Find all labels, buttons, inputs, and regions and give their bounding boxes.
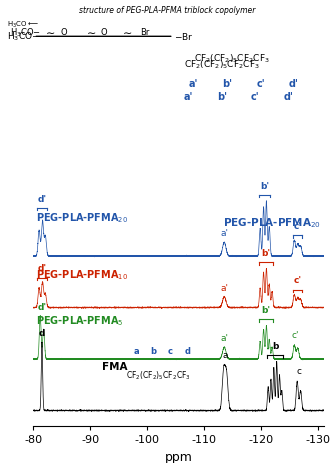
Text: CF$_2$(CF$_2$)$_5$CF$_2$CF$_3$: CF$_2$(CF$_2$)$_5$CF$_2$CF$_3$ bbox=[184, 59, 260, 71]
Text: d': d' bbox=[37, 195, 46, 204]
Text: a': a' bbox=[184, 92, 193, 102]
Text: $\mathsf{\sim}$: $\mathsf{\sim}$ bbox=[84, 27, 96, 38]
Text: a': a' bbox=[220, 334, 228, 343]
Text: H$_3$CO$\longleftarrow$: H$_3$CO$\longleftarrow$ bbox=[7, 19, 39, 30]
Text: a: a bbox=[223, 351, 228, 360]
Text: c': c' bbox=[294, 276, 302, 285]
Text: d': d' bbox=[37, 264, 46, 274]
Text: $\mathsf{\sim}$: $\mathsf{\sim}$ bbox=[120, 27, 133, 38]
Text: a': a' bbox=[189, 79, 198, 89]
Text: a': a' bbox=[220, 229, 228, 238]
Text: c': c' bbox=[256, 79, 265, 89]
Text: d: d bbox=[184, 347, 190, 357]
Text: c': c' bbox=[292, 331, 299, 340]
Text: H$_3$CO$\mathsf{-}$: H$_3$CO$\mathsf{-}$ bbox=[10, 26, 41, 38]
Text: PEG-PLA-PFMA$_{5}$: PEG-PLA-PFMA$_{5}$ bbox=[36, 314, 124, 328]
Text: d: d bbox=[39, 329, 45, 338]
Text: c': c' bbox=[294, 222, 302, 231]
Text: c: c bbox=[168, 347, 173, 357]
Text: PEG-PLA-PFMA$_{10}$: PEG-PLA-PFMA$_{10}$ bbox=[36, 268, 129, 282]
Text: $-$Br: $-$Br bbox=[174, 31, 193, 42]
Text: $\mathsf{\sim}$: $\mathsf{\sim}$ bbox=[43, 27, 56, 38]
Text: b: b bbox=[272, 342, 278, 351]
Text: b': b' bbox=[262, 249, 271, 258]
Text: d': d' bbox=[284, 92, 294, 102]
X-axis label: ppm: ppm bbox=[165, 450, 193, 463]
Text: b': b' bbox=[260, 182, 269, 191]
Text: H$_3$CO$-$: H$_3$CO$-$ bbox=[7, 30, 40, 43]
Text: FMA: FMA bbox=[102, 362, 127, 372]
Text: a': a' bbox=[220, 284, 228, 293]
Text: c: c bbox=[296, 367, 301, 376]
Text: O: O bbox=[100, 28, 107, 37]
Text: PEG-PLA-PFMA$_{20}$: PEG-PLA-PFMA$_{20}$ bbox=[223, 217, 321, 230]
Text: b: b bbox=[150, 347, 156, 357]
Text: Br: Br bbox=[140, 28, 150, 37]
Text: d': d' bbox=[37, 303, 46, 312]
Text: PEG-PLA-PFMA$_{20}$: PEG-PLA-PFMA$_{20}$ bbox=[36, 211, 129, 225]
Text: structure of PEG-PLA-PFMA triblock copolymer: structure of PEG-PLA-PFMA triblock copol… bbox=[79, 6, 255, 15]
Text: b': b' bbox=[217, 92, 227, 102]
Text: O: O bbox=[60, 28, 67, 37]
Text: b': b' bbox=[262, 307, 271, 315]
Text: c': c' bbox=[250, 92, 259, 102]
Text: a: a bbox=[133, 347, 139, 357]
Text: d': d' bbox=[289, 79, 299, 89]
Text: CF$_2$(CF$_2$)$_5$CF$_2$CF$_3$: CF$_2$(CF$_2$)$_5$CF$_2$CF$_3$ bbox=[194, 52, 270, 64]
Text: $\mathsf{CF_2(CF_2)_5CF_2CF_3}$: $\mathsf{CF_2(CF_2)_5CF_2CF_3}$ bbox=[126, 369, 191, 382]
Text: b': b' bbox=[222, 79, 232, 89]
